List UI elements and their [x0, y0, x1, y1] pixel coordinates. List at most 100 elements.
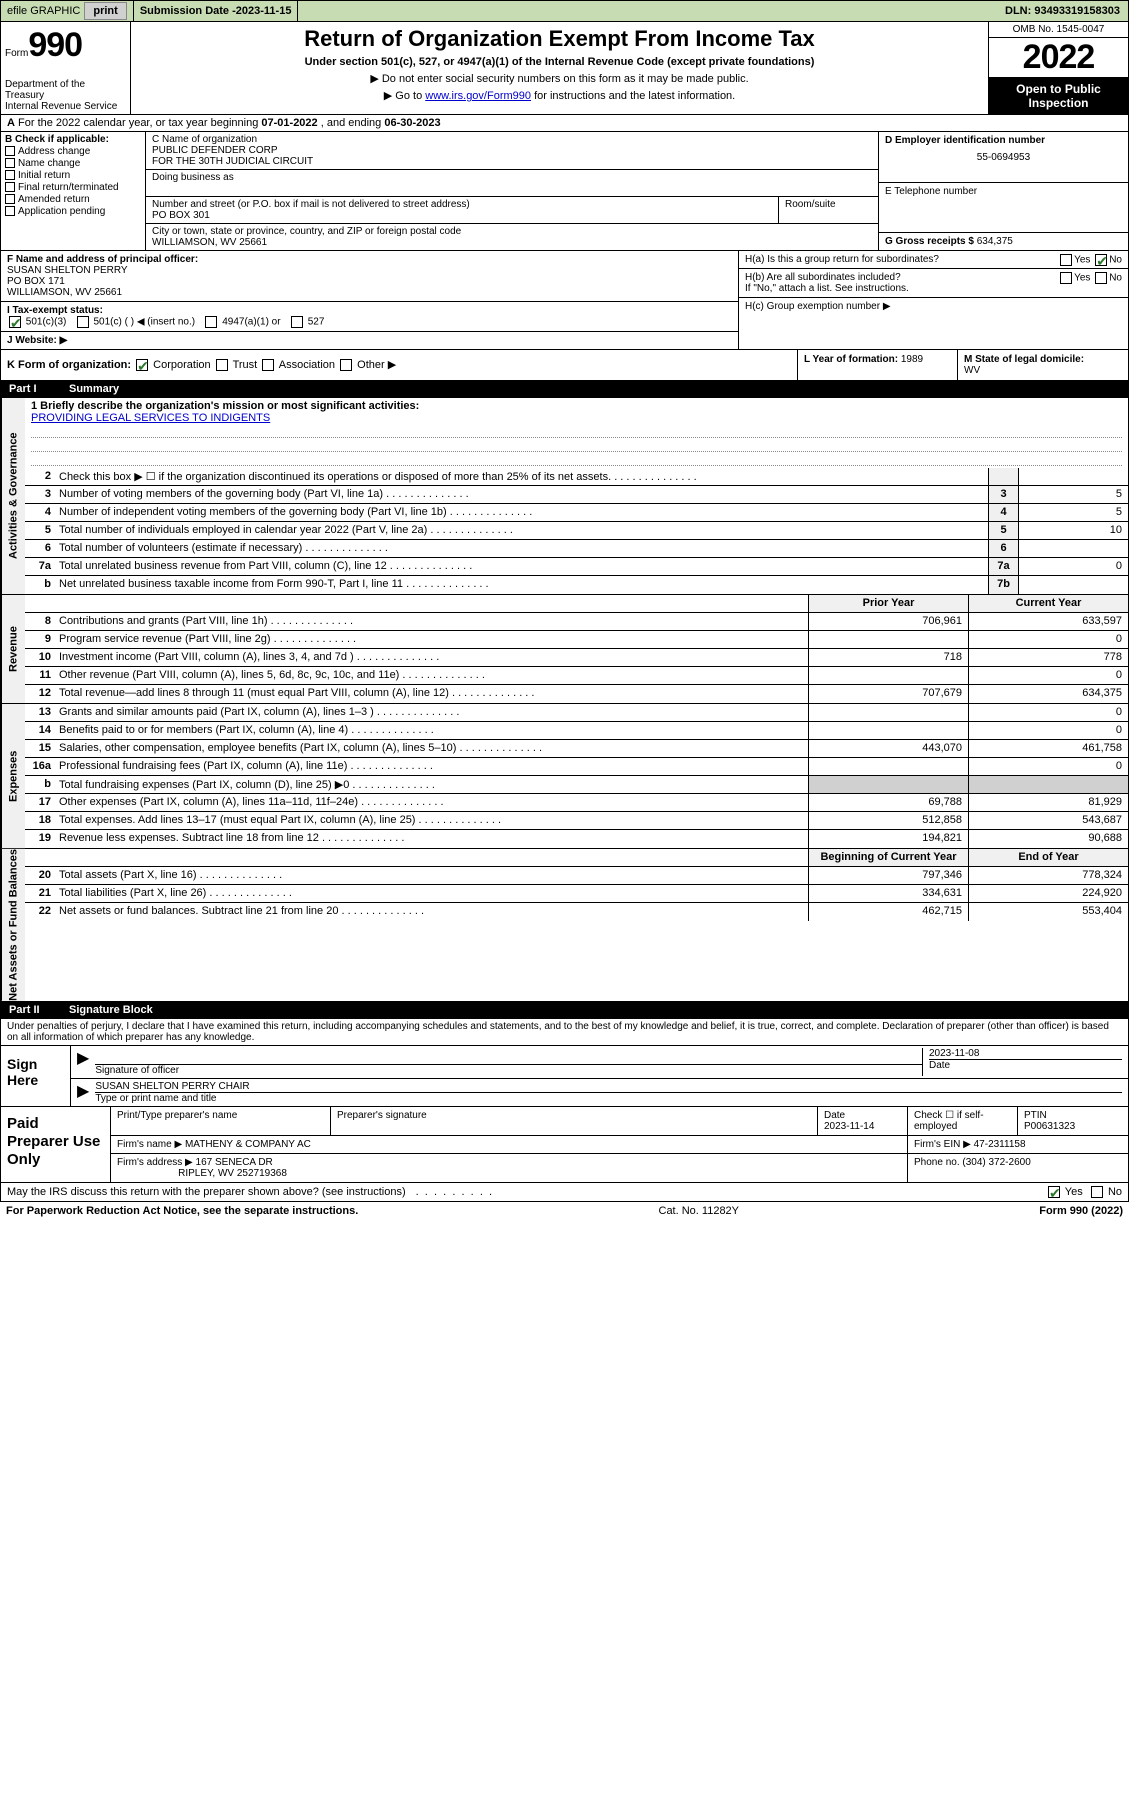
side-tab-governance: Activities & Governance [1, 398, 25, 594]
chk-final-return[interactable] [5, 182, 15, 192]
expenses-block: Expenses 13Grants and similar amounts pa… [0, 704, 1129, 849]
may-irs-no: No [1108, 1186, 1122, 1198]
line-box: 5 [988, 522, 1018, 539]
chk-501c3[interactable] [9, 316, 21, 328]
room-suite-cell: Room/suite [778, 197, 878, 223]
prior-year-value [808, 758, 968, 775]
paid-preparer-block: Paid Preparer Use Only Print/Type prepar… [0, 1107, 1129, 1183]
line-value: 0 [1018, 558, 1128, 575]
irs-link[interactable]: www.irs.gov/Form990 [425, 90, 531, 102]
line-box [988, 468, 1018, 485]
ha-no: No [1109, 255, 1122, 266]
chk-may-irs-no[interactable] [1091, 1186, 1103, 1198]
form-subtitle-1: Under section 501(c), 527, or 4947(a)(1)… [141, 56, 978, 68]
gross-receipts-cell: G Gross receipts $ 634,375 [879, 233, 1128, 250]
m-state-domicile: M State of legal domicile:WV [958, 350, 1128, 380]
chk-other[interactable] [340, 359, 352, 371]
activities-governance-block: Activities & Governance 1 Briefly descri… [0, 398, 1129, 595]
fin-row-b: bTotal fundraising expenses (Part IX, co… [25, 776, 1128, 794]
mission-blank-line-3 [31, 452, 1122, 466]
current-year-value: 90,688 [968, 830, 1128, 848]
chk-hb-no[interactable] [1095, 272, 1107, 284]
chk-trust[interactable] [216, 359, 228, 371]
mission-text: PROVIDING LEGAL SERVICES TO INDIGENTS [31, 412, 1122, 424]
line-desc: Net unrelated business taxable income fr… [55, 576, 988, 594]
city-cell: City or town, state or province, country… [146, 224, 878, 250]
line-num: 6 [25, 540, 55, 557]
line-desc: Salaries, other compensation, employee b… [55, 740, 808, 757]
eoy-header: End of Year [968, 849, 1128, 866]
k-form-org: K Form of organization: Corporation Trus… [1, 350, 798, 380]
room-label: Room/suite [785, 199, 872, 210]
addr-label: Number and street (or P.O. box if mail i… [152, 199, 772, 210]
efile-label: efile GRAPHIC [7, 5, 80, 17]
chk-corporation[interactable] [136, 359, 148, 371]
part-1-label: Part I [9, 383, 69, 395]
chk-may-irs-yes[interactable] [1048, 1186, 1060, 1198]
firm-ein-value: 47-2311158 [974, 1139, 1026, 1150]
current-year-value: 633,597 [968, 613, 1128, 630]
cat-no: Cat. No. 11282Y [659, 1205, 740, 1217]
fin-row-18: 18Total expenses. Add lines 13–17 (must … [25, 812, 1128, 830]
form-title: Return of Organization Exempt From Incom… [141, 26, 978, 52]
chk-name-change[interactable] [5, 158, 15, 168]
ptin-label: PTIN [1024, 1110, 1047, 1121]
chk-527[interactable] [291, 316, 303, 328]
chk-initial-return[interactable] [5, 170, 15, 180]
l-label: L Year of formation: [804, 354, 901, 365]
gov-row-4: 4Number of independent voting members of… [25, 504, 1128, 522]
submission-date-value: 2023-11-15 [236, 5, 292, 17]
line-num: 11 [25, 667, 55, 684]
paperwork-label: For Paperwork Reduction Act Notice, see … [6, 1205, 358, 1217]
chk-ha-yes[interactable] [1060, 254, 1072, 266]
addr-line-1: PO BOX 301 [152, 210, 772, 221]
chk-4947[interactable] [205, 316, 217, 328]
lbl-association: Association [279, 359, 335, 371]
top-bar: efile GRAPHIC print Submission Date - 20… [0, 0, 1129, 22]
prior-year-value: 462,715 [808, 903, 968, 921]
line-value [1018, 540, 1128, 557]
current-year-header: Current Year [968, 595, 1128, 612]
line-desc: Other expenses (Part IX, column (A), lin… [55, 794, 808, 811]
hc-row: H(c) Group exemption number ▶ [739, 298, 1128, 315]
line-num: 20 [25, 867, 55, 884]
paid-row-3: Firm's address ▶ 167 SENECA DR RIPLEY, W… [111, 1154, 1128, 1182]
col-right-defg: D Employer identification number 55-0694… [878, 132, 1128, 250]
prior-year-value: 512,858 [808, 812, 968, 829]
line-num: b [25, 576, 55, 594]
side-tab-revenue: Revenue [1, 595, 25, 703]
row-a-end: 06-30-2023 [384, 117, 440, 129]
line-num: b [25, 776, 55, 793]
prior-year-value: 334,631 [808, 885, 968, 902]
chk-ha-no[interactable] [1095, 254, 1107, 266]
prior-year-value: 443,070 [808, 740, 968, 757]
may-irs-label: May the IRS discuss this return with the… [7, 1186, 406, 1198]
line-value [1018, 576, 1128, 594]
check-self-employed: Check ☐ if self-employed [908, 1107, 1018, 1135]
goto-post: for instructions and the latest informat… [531, 90, 735, 102]
line-num: 3 [25, 486, 55, 503]
chk-application-pending[interactable] [5, 206, 15, 216]
row-a-begin: 07-01-2022 [261, 117, 317, 129]
hc-label: H(c) Group exemption number ▶ [745, 301, 891, 312]
chk-hb-yes[interactable] [1060, 272, 1072, 284]
tax-year: 2022 [989, 38, 1128, 78]
arrow-icon: ▶ [77, 1081, 89, 1104]
current-year-value: 81,929 [968, 794, 1128, 811]
chk-address-change[interactable] [5, 146, 15, 156]
chk-amended-return[interactable] [5, 194, 15, 204]
officer-name-title: SUSAN SHELTON PERRY CHAIR [95, 1081, 1122, 1092]
chk-501c[interactable] [77, 316, 89, 328]
print-button[interactable]: print [84, 2, 126, 20]
side-tab-expenses: Expenses [1, 704, 25, 848]
chk-association[interactable] [262, 359, 274, 371]
website-row: J Website: ▶ [1, 332, 738, 349]
line-desc: Other revenue (Part VIII, column (A), li… [55, 667, 808, 684]
fin-row-22: 22Net assets or fund balances. Subtract … [25, 903, 1128, 921]
line-desc: Contributions and grants (Part VIII, lin… [55, 613, 808, 630]
type-name-title-row: ▶ SUSAN SHELTON PERRY CHAIR Type or prin… [71, 1079, 1128, 1106]
hb2-label: If "No," attach a list. See instructions… [745, 283, 909, 294]
revenue-header-row: Prior Year Current Year [25, 595, 1128, 613]
line-num: 8 [25, 613, 55, 630]
org-name-1: PUBLIC DEFENDER CORP [152, 145, 872, 156]
